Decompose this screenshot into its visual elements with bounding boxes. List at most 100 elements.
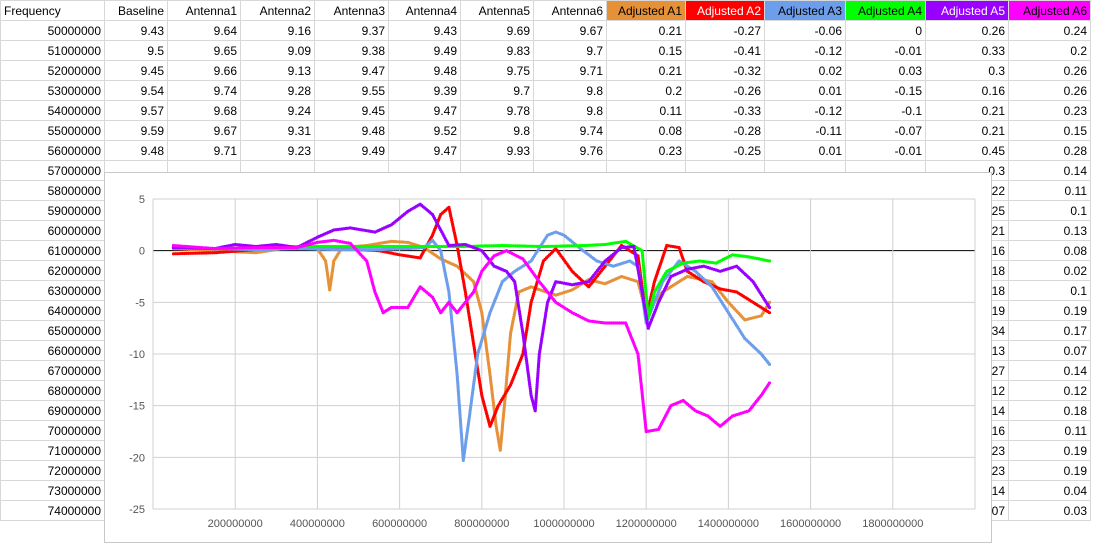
cell[interactable]: 9.75: [460, 60, 534, 81]
frequency-cell[interactable]: 73000000: [0, 480, 105, 501]
cell[interactable]: 9.71: [167, 140, 241, 161]
cell[interactable]: 0.07: [1008, 340, 1091, 361]
cell[interactable]: 9.55: [314, 80, 389, 101]
cell[interactable]: 0.08: [606, 120, 686, 141]
cell[interactable]: 9.47: [388, 100, 461, 121]
cell[interactable]: 0.21: [606, 60, 686, 81]
cell[interactable]: 9.48: [314, 120, 389, 141]
cell[interactable]: 9.66: [167, 60, 241, 81]
column-header[interactable]: Adjusted A6: [1008, 0, 1091, 21]
cell[interactable]: 0.14: [1008, 160, 1091, 181]
cell[interactable]: -0.15: [845, 80, 926, 101]
cell[interactable]: 9.28: [240, 80, 315, 101]
column-header[interactable]: Baseline: [104, 0, 168, 21]
cell[interactable]: 9.45: [314, 100, 389, 121]
frequency-cell[interactable]: 59000000: [0, 200, 105, 221]
cell[interactable]: 9.93: [460, 140, 534, 161]
frequency-cell[interactable]: 61000000: [0, 240, 105, 261]
frequency-cell[interactable]: 64000000: [0, 300, 105, 321]
cell[interactable]: 9.09: [240, 40, 315, 61]
cell[interactable]: 0.19: [1008, 300, 1091, 321]
cell[interactable]: 9.59: [104, 120, 168, 141]
cell[interactable]: 9.54: [104, 80, 168, 101]
cell[interactable]: 9.7: [533, 40, 607, 61]
cell[interactable]: 9.64: [167, 20, 241, 41]
cell[interactable]: 9.47: [314, 60, 389, 81]
frequency-cell[interactable]: 66000000: [0, 340, 105, 361]
cell[interactable]: 0.13: [1008, 220, 1091, 241]
cell[interactable]: 9.83: [460, 40, 534, 61]
column-header[interactable]: Antenna6: [533, 0, 607, 21]
cell[interactable]: -0.12: [764, 40, 846, 61]
cell[interactable]: 9.24: [240, 100, 315, 121]
cell[interactable]: 9.43: [388, 20, 461, 41]
cell[interactable]: -0.12: [764, 100, 846, 121]
frequency-cell[interactable]: 62000000: [0, 260, 105, 281]
cell[interactable]: 0.01: [764, 80, 846, 101]
column-header[interactable]: Adjusted A5: [925, 0, 1009, 21]
frequency-cell[interactable]: 54000000: [0, 100, 105, 121]
cell[interactable]: 9.8: [533, 100, 607, 121]
cell[interactable]: 0.33: [925, 40, 1009, 61]
cell[interactable]: 0.19: [1008, 440, 1091, 461]
cell[interactable]: 0.23: [1008, 100, 1091, 121]
cell[interactable]: 0.26: [1008, 80, 1091, 101]
cell[interactable]: 0.2: [606, 80, 686, 101]
cell[interactable]: 0.3: [925, 60, 1009, 81]
cell[interactable]: 0.1: [1008, 200, 1091, 221]
cell[interactable]: 0: [845, 20, 926, 41]
cell[interactable]: 0.11: [1008, 180, 1091, 201]
cell[interactable]: 9.71: [533, 60, 607, 81]
frequency-cell[interactable]: 71000000: [0, 440, 105, 461]
frequency-cell[interactable]: 51000000: [0, 40, 105, 61]
cell[interactable]: 9.68: [167, 100, 241, 121]
frequency-cell[interactable]: 72000000: [0, 460, 105, 481]
cell[interactable]: -0.1: [845, 100, 926, 121]
cell[interactable]: 0.14: [1008, 360, 1091, 381]
cell[interactable]: 9.39: [388, 80, 461, 101]
frequency-cell[interactable]: 68000000: [0, 380, 105, 401]
cell[interactable]: 0.08: [1008, 240, 1091, 261]
cell[interactable]: 0.15: [606, 40, 686, 61]
cell[interactable]: 9.48: [104, 140, 168, 161]
cell[interactable]: 0.21: [925, 100, 1009, 121]
frequency-cell[interactable]: 74000000: [0, 500, 105, 521]
column-header[interactable]: Antenna4: [388, 0, 461, 21]
cell[interactable]: 9.67: [533, 20, 607, 41]
cell[interactable]: 9.67: [167, 120, 241, 141]
cell[interactable]: 0.16: [925, 80, 1009, 101]
cell[interactable]: -0.25: [685, 140, 765, 161]
cell[interactable]: 9.23: [240, 140, 315, 161]
cell[interactable]: -0.26: [685, 80, 765, 101]
cell[interactable]: 0.19: [1008, 460, 1091, 481]
cell[interactable]: -0.41: [685, 40, 765, 61]
frequency-cell[interactable]: 67000000: [0, 360, 105, 381]
column-header[interactable]: Adjusted A2: [685, 0, 765, 21]
cell[interactable]: 0.01: [764, 140, 846, 161]
line-chart[interactable]: 5 0 -5 -10 -15 -20 -25 200000000 400000000 600000…: [104, 172, 992, 543]
cell[interactable]: 0.21: [606, 20, 686, 41]
frequency-cell[interactable]: 65000000: [0, 320, 105, 341]
frequency-cell[interactable]: 63000000: [0, 280, 105, 301]
frequency-cell[interactable]: 69000000: [0, 400, 105, 421]
cell[interactable]: -0.06: [764, 20, 846, 41]
cell[interactable]: -0.28: [685, 120, 765, 141]
cell[interactable]: 9.47: [388, 140, 461, 161]
cell[interactable]: 9.78: [460, 100, 534, 121]
cell[interactable]: 9.45: [104, 60, 168, 81]
cell[interactable]: 9.57: [104, 100, 168, 121]
column-header[interactable]: Antenna1: [167, 0, 241, 21]
cell[interactable]: 9.5: [104, 40, 168, 61]
frequency-cell[interactable]: 52000000: [0, 60, 105, 81]
cell[interactable]: 0.17: [1008, 320, 1091, 341]
cell[interactable]: 0.11: [606, 100, 686, 121]
cell[interactable]: 0.02: [1008, 260, 1091, 281]
cell[interactable]: 9.8: [533, 80, 607, 101]
cell[interactable]: 0.28: [1008, 140, 1091, 161]
cell[interactable]: 9.65: [167, 40, 241, 61]
column-header[interactable]: Antenna2: [240, 0, 315, 21]
cell[interactable]: 0.21: [925, 120, 1009, 141]
cell[interactable]: 9.16: [240, 20, 315, 41]
frequency-cell[interactable]: 57000000: [0, 160, 105, 181]
cell[interactable]: 0.23: [606, 140, 686, 161]
